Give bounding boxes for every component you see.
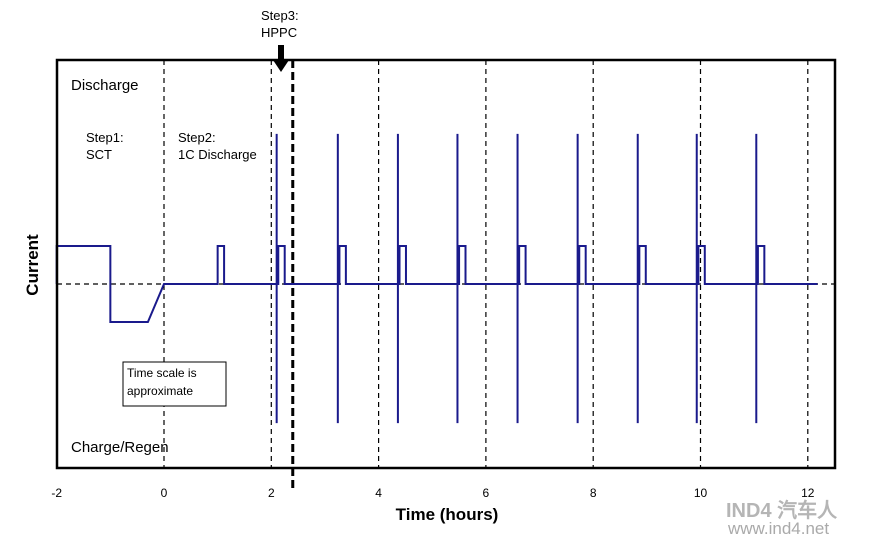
x-tick-label: 8 <box>590 486 597 500</box>
step3-label: Step3: <box>261 8 299 23</box>
watermark: IND4 汽车人 www.ind4.net <box>726 498 838 537</box>
current-profile-line <box>55 245 818 323</box>
grid-lines <box>163 60 809 468</box>
region-label-charge: Charge/Regen <box>71 439 169 456</box>
region-label-discharge: Discharge <box>71 77 139 94</box>
x-tick-label: -2 <box>51 486 62 500</box>
x-axis-title: Time (hours) <box>396 505 499 524</box>
step3-name: HPPC <box>261 25 297 40</box>
note-line-2: approximate <box>127 384 193 398</box>
current-trace <box>55 133 818 424</box>
x-tick-label: 0 <box>161 486 168 500</box>
arrow-down-icon <box>273 45 289 72</box>
x-tick-label: 4 <box>375 486 382 500</box>
x-tick-labels: -2 0 2 4 6 8 10 12 <box>51 486 814 500</box>
step2-label: Step2: <box>178 130 216 145</box>
y-axis-title: Current <box>23 234 42 296</box>
step1-label: Step1: <box>86 130 124 145</box>
step1-name: SCT <box>86 147 112 162</box>
plot-frame <box>55 58 837 470</box>
x-tick-label: 10 <box>694 486 708 500</box>
x-tick-label: 6 <box>483 486 490 500</box>
note-box: Time scale is approximate <box>122 361 227 407</box>
x-tick-label: 12 <box>801 486 815 500</box>
step2-name: 1C Discharge <box>178 147 257 162</box>
x-tick-label: 2 <box>268 486 275 500</box>
watermark-url: www.ind4.net <box>727 519 829 537</box>
watermark-logo: IND4 汽车人 <box>726 498 838 522</box>
note-line-1: Time scale is <box>127 366 197 380</box>
